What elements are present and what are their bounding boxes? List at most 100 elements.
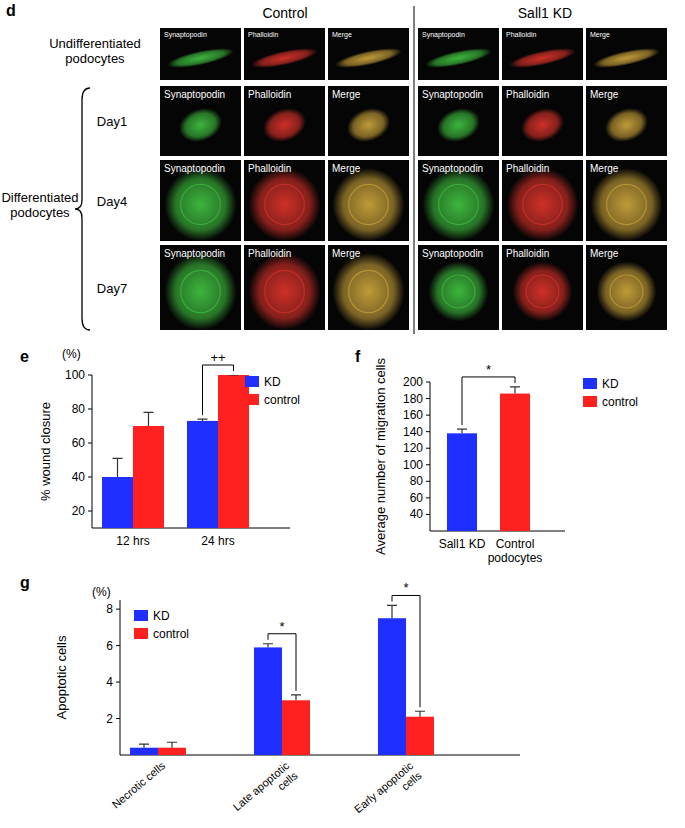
micrograph [160, 160, 241, 241]
cell-signal [600, 102, 652, 147]
cell-signal [333, 168, 405, 241]
cell-structure [607, 184, 647, 224]
error-bar [229, 375, 239, 376]
y-tick [426, 415, 430, 416]
y-tick-label: 100 [403, 458, 423, 472]
legend-label: KD [153, 609, 170, 623]
axis-title: % wound closure [38, 402, 53, 501]
cell-signal [507, 168, 579, 241]
channel-label: Phalloidin [248, 89, 291, 100]
x-tick-label: Controlpodocytes [488, 537, 543, 565]
legend-swatch [583, 396, 597, 407]
micrograph [160, 28, 241, 80]
cell-signal [432, 102, 484, 147]
channel-label: Merge [332, 248, 361, 259]
y-tick [426, 448, 430, 449]
significance-bracket [203, 365, 234, 415]
label-line: Differentiated [1, 190, 78, 205]
cell-structure [610, 275, 643, 308]
micrograph [418, 245, 499, 330]
channel-label: Synaptopodin [164, 31, 207, 39]
cell-structure [349, 270, 389, 312]
bar [406, 717, 434, 755]
y-tick [116, 682, 120, 683]
legend-label: control [264, 393, 300, 407]
cell-structure [439, 184, 479, 224]
channel-label: Merge [590, 163, 619, 174]
y-tick [116, 645, 120, 646]
micrograph [328, 28, 409, 80]
label-line: cells [275, 769, 300, 793]
bar [187, 421, 218, 528]
y-tick [88, 511, 92, 512]
y-tick [426, 514, 430, 515]
figure: dControlSall1 KDSynaptopodinPhalloidinMe… [0, 0, 685, 828]
y-tick-label: 20 [72, 504, 86, 518]
cell-structure [265, 270, 305, 312]
channel-label: Merge [590, 248, 619, 259]
plot-area [130, 605, 434, 755]
cell-signal [342, 102, 394, 147]
bar [447, 433, 477, 531]
cell-signal [250, 44, 319, 72]
cell-signal [513, 262, 573, 322]
error-bar [139, 744, 149, 748]
label-line: podocytes [488, 551, 543, 565]
y-tick [116, 609, 120, 610]
label-line: cells [399, 769, 424, 793]
unit-label: (%) [62, 347, 81, 361]
y-tick-label: 60 [72, 436, 86, 450]
bar [282, 700, 310, 755]
legend-label: KD [602, 377, 619, 391]
error-bar [263, 644, 273, 648]
y-tick-label: 6 [106, 639, 113, 653]
y-tick-label: 200 [403, 375, 423, 389]
label-line: podocytes [10, 205, 70, 220]
plot-area [102, 375, 249, 528]
significance-bracket [392, 595, 420, 707]
channel-label: Phalloidin [506, 163, 549, 174]
micrograph [418, 160, 499, 241]
y-tick-label: 120 [403, 441, 423, 455]
significance-label: * [486, 362, 491, 377]
bar [254, 647, 282, 755]
cell-signal [165, 168, 237, 241]
cell-signal [516, 102, 568, 147]
bar [130, 748, 158, 755]
x-tick-label: Early apoptoticcells [352, 759, 424, 825]
significance-label: * [403, 580, 408, 595]
legend-label: KD [264, 375, 281, 389]
row-label: Day4 [97, 194, 127, 209]
label-line: Control [496, 537, 535, 551]
error-bar [167, 742, 177, 747]
cell-signal [258, 102, 310, 147]
bar [102, 477, 133, 528]
x-tick-label: Late apoptoticcells [231, 759, 300, 823]
micrograph [244, 86, 325, 156]
micrograph [418, 28, 499, 80]
cell-signal [429, 262, 489, 322]
micrograph [418, 86, 499, 156]
axis-title: Average number of migration cells [373, 357, 388, 555]
y-tick [426, 382, 430, 383]
channel-label: Phalloidin [506, 248, 549, 259]
channel-label: Phalloidin [248, 248, 291, 259]
cell-structure [181, 270, 221, 312]
bar [378, 618, 406, 755]
panel-letter: e [20, 348, 29, 365]
y-tick-label: 40 [410, 507, 424, 521]
cell-signal [166, 44, 235, 72]
bar [500, 394, 530, 531]
x-tick-label: 24 hrs [201, 534, 234, 548]
micrograph [502, 160, 583, 241]
label-line: podocytes [65, 51, 125, 66]
micrograph [244, 28, 325, 80]
bar [158, 748, 186, 755]
error-bar [198, 419, 208, 421]
condition-header: Control [262, 5, 307, 21]
channel-label: Synaptopodin [422, 163, 483, 174]
y-tick-label: 8 [106, 602, 113, 616]
cell-signal [591, 168, 663, 241]
cell-signal [592, 44, 661, 72]
legend-swatch [245, 394, 259, 405]
